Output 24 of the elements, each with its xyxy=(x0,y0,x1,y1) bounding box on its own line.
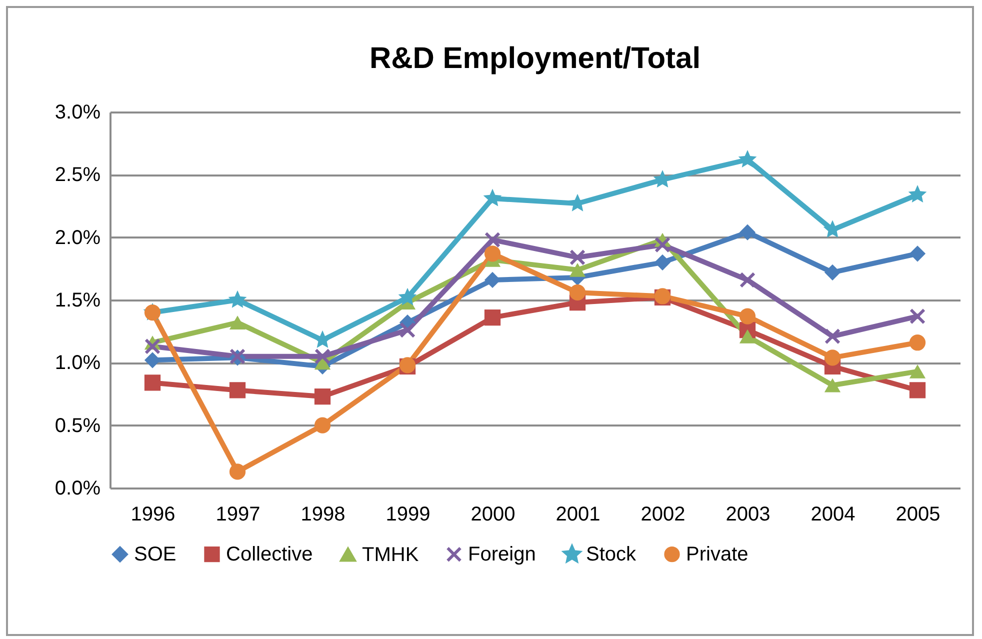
y-tick-label: 2.0% xyxy=(54,226,101,249)
y-tick-label: 0.0% xyxy=(54,478,101,500)
x-tick-label: 1996 xyxy=(130,504,176,526)
x-tick-label: 2000 xyxy=(470,504,516,526)
x-tick-label: 1999 xyxy=(386,504,430,526)
x-tick-label: 2002 xyxy=(640,504,686,526)
y-tick-label: 0.5% xyxy=(54,414,101,437)
y-tick-label: 3.0% xyxy=(54,102,101,124)
x-tick-label: 2001 xyxy=(556,504,600,526)
legend-label: TMHK xyxy=(362,544,420,566)
chart-title: R&D Employment/Total xyxy=(369,42,701,75)
x-tick-label: 2003 xyxy=(726,504,770,526)
x-tick-label: 2004 xyxy=(810,504,856,526)
x-tick-label: 1997 xyxy=(216,504,260,526)
y-tick-label: 1.5% xyxy=(54,290,101,312)
legend-label: Collective xyxy=(226,543,313,566)
y-tick-label: 1.0% xyxy=(54,352,101,374)
legend-label: Stock xyxy=(586,543,638,566)
legend-label: SOE xyxy=(134,543,176,566)
y-tick-label: 2.5% xyxy=(54,164,101,186)
x-tick-label: 2005 xyxy=(896,504,940,526)
legend-label: Private xyxy=(686,543,748,566)
x-tick-label: 1998 xyxy=(300,504,346,526)
legend-label: Foreign xyxy=(468,543,536,566)
